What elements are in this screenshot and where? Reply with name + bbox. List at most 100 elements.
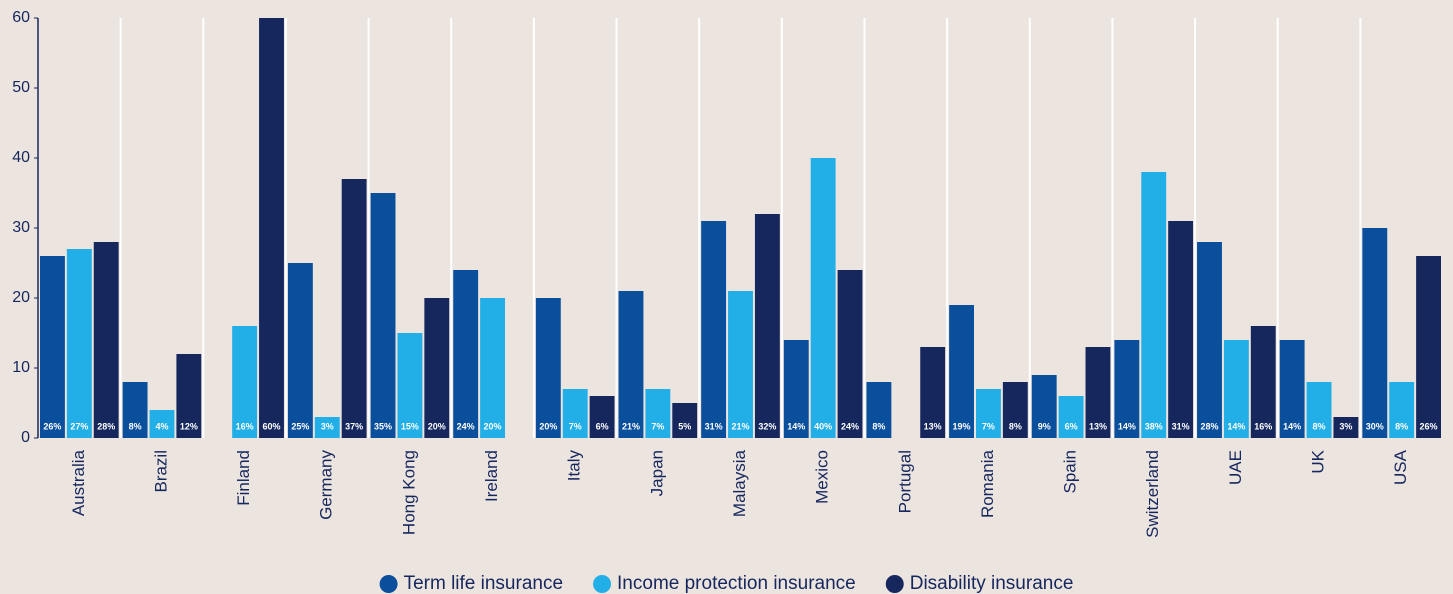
value-label: 14% (787, 421, 805, 431)
x-tick-label: UAE (1226, 450, 1245, 485)
bar (122, 382, 148, 438)
bar (618, 291, 644, 438)
value-label: 20% (428, 421, 446, 431)
bar (370, 193, 396, 438)
bar (701, 221, 727, 438)
bar (1223, 340, 1249, 438)
value-label: 8% (1313, 421, 1326, 431)
bar (1279, 340, 1305, 438)
x-tick-label: UK (1309, 449, 1328, 473)
x-tick-label: Germany (317, 450, 336, 520)
value-label: 32% (758, 421, 776, 431)
y-tick-label: 40 (12, 149, 30, 166)
value-label: 35% (374, 421, 392, 431)
bar (976, 389, 1001, 438)
bar (480, 298, 505, 438)
x-tick-label: Japan (647, 450, 666, 496)
bar (341, 179, 367, 438)
x-tick-label: USA (1391, 449, 1410, 485)
value-label: 20% (484, 421, 502, 431)
x-tick-label: Switzerland (1143, 450, 1162, 538)
value-label: 60% (262, 421, 280, 431)
bar (1197, 242, 1222, 438)
value-label: 8% (872, 421, 885, 431)
value-label: 37% (345, 421, 363, 431)
value-label: 13% (924, 421, 942, 431)
y-tick-label: 20 (12, 289, 30, 306)
y-tick-label: 0 (21, 429, 30, 446)
bar (40, 256, 65, 438)
value-label: 28% (1200, 421, 1218, 431)
bar (645, 389, 671, 438)
value-label: 7% (569, 421, 582, 431)
bar (672, 403, 698, 438)
value-label: 14% (1283, 421, 1301, 431)
value-label: 3% (1339, 421, 1352, 431)
bar (1389, 382, 1415, 438)
bar (1085, 347, 1111, 438)
bar (562, 389, 588, 438)
bar (1333, 417, 1359, 438)
x-tick-label: Mexico (813, 450, 832, 504)
value-label: 16% (1254, 421, 1272, 431)
value-label: 20% (539, 421, 557, 431)
x-tick-label: Australia (69, 449, 88, 516)
bar (1141, 172, 1167, 438)
value-label: 31% (705, 421, 723, 431)
bar (535, 298, 561, 438)
value-label: 28% (97, 421, 115, 431)
value-label: 8% (1395, 421, 1408, 431)
bar (424, 298, 450, 438)
x-tick-label: Spain (1061, 450, 1080, 493)
x-tick-label: Portugal (895, 450, 914, 513)
bar (949, 305, 974, 438)
bar (176, 354, 202, 438)
value-label: 24% (841, 421, 859, 431)
x-tick-label: Ireland (482, 450, 501, 502)
bar (93, 242, 119, 438)
value-label: 24% (457, 421, 475, 431)
value-label: 8% (1009, 421, 1022, 431)
value-label: 7% (982, 421, 995, 431)
value-label: 12% (180, 421, 198, 431)
value-label: 5% (678, 421, 691, 431)
value-label: 16% (236, 421, 254, 431)
x-tick-label: Malaysia (730, 449, 749, 517)
value-label: 13% (1089, 421, 1107, 431)
bar (259, 18, 284, 438)
value-label: 3% (321, 421, 334, 431)
value-label: 14% (1118, 421, 1136, 431)
legend-marker (379, 575, 398, 593)
value-label: 8% (129, 421, 142, 431)
value-label: 21% (622, 421, 640, 431)
x-tick-label: Finland (234, 450, 253, 506)
x-tick-label: Brazil (151, 450, 170, 493)
bar (1002, 382, 1028, 438)
bar (453, 270, 479, 438)
legend-marker (593, 575, 612, 593)
bar (783, 340, 809, 438)
value-label: 27% (70, 421, 88, 431)
bar (1031, 375, 1057, 438)
bar (920, 347, 946, 438)
bar (232, 326, 258, 438)
value-label: 4% (155, 421, 168, 431)
x-tick-label: Romania (978, 449, 997, 518)
x-tick-label: Italy (565, 450, 584, 482)
x-tick-label: Hong Kong (399, 450, 418, 535)
value-label: 7% (651, 421, 664, 431)
bar (397, 333, 423, 438)
legend-marker (885, 575, 904, 593)
bar (589, 396, 615, 438)
value-label: 30% (1366, 421, 1384, 431)
value-label: 19% (953, 421, 971, 431)
value-label: 6% (1065, 421, 1078, 431)
bar (1306, 382, 1332, 438)
value-label: 21% (731, 421, 749, 431)
bar (1114, 340, 1140, 438)
legend-label: Term life insurance (404, 573, 563, 594)
value-label: 40% (814, 421, 832, 431)
bar (754, 214, 780, 438)
